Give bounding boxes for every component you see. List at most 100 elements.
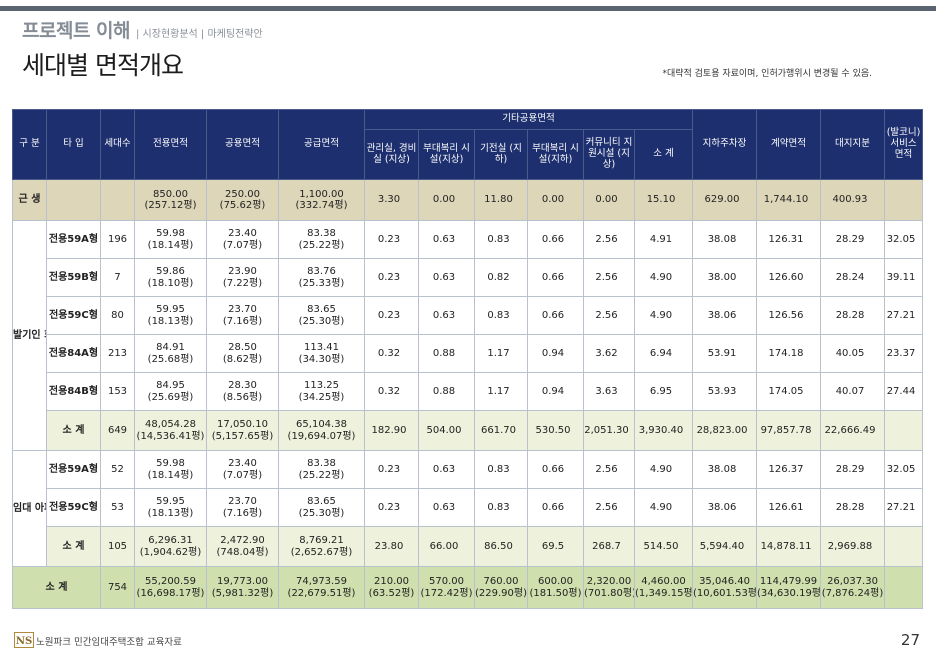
parking-cell: 38.00 [692,258,758,297]
supply-cell: 113.41 (34.30평) [278,334,365,373]
other-area-cell: 2.56 [583,220,635,259]
header-gubun: 구 분 [12,109,47,180]
supply-cell: 8,769.21 (2,652.67평) [278,526,365,567]
supply-cell-value: 83.65 [307,304,336,315]
exclusive-cell: 59.95 (18.13평) [134,488,207,527]
exclusive-cell: 6,296.31 (1,904.62평) [134,526,207,567]
supply-cell-pyeong: (34.25평) [298,391,345,403]
common-cell-value: 23.70 [228,496,257,507]
supply-cell-value: 65,104.38 [296,419,347,430]
other-area-cell: 0.23 [364,450,419,489]
other-area-cell: 0.94 [527,372,584,411]
land-cell: 40.05 [820,334,886,373]
common-cell-pyeong: (7.07평) [222,469,263,481]
other-area-cell: 1.17 [474,334,528,373]
footer-organization: 노원파크 민간임대주택조합 교육자료 [36,637,182,648]
common-cell-pyeong: (7.22평) [222,277,263,289]
supply-cell: 83.76 (25.33평) [278,258,365,297]
parking-cell: 53.91 [692,334,758,373]
type-cell: 전용59C형 [46,488,101,527]
exclusive-cell-value: 55,200.59 [145,576,196,587]
header-contract: 계약면적 [756,109,822,180]
exclusive-cell-value: 84.95 [156,380,185,391]
land-cell: 2,969.88 [820,526,886,567]
other-area-cell: 4.90 [633,296,694,335]
exclusive-cell: 59.86 (18.10평) [134,258,207,297]
land-cell: 40.07 [820,372,886,411]
other-area-cell: 0.82 [474,258,528,297]
supply-cell-pyeong: (2,652.67평) [290,546,353,558]
exclusive-cell: 59.98 (18.14평) [134,220,207,259]
supply-cell-value: 83.65 [307,496,336,507]
other-area-cell: 0.63 [418,258,475,297]
common-cell-pyeong: (75.62평) [219,200,266,211]
other-area-cell: 530.50 [527,410,584,451]
other-area-cell: 0.23 [364,296,419,335]
parking-cell: 38.06 [692,488,758,527]
unit-area-table: 구 분 타 입 세대수 전용면적 공용면적 공급면적 기타공용면적 지하주차장 … [12,109,924,609]
parking-cell: 38.08 [692,450,758,489]
exclusive-cell-value: 59.95 [156,496,185,507]
other-area-cell: 0.88 [418,334,475,373]
contract-cell: 174.18 [756,334,822,373]
common-cell-pyeong: (8.62평) [222,353,263,365]
exclusive-cell-pyeong: (25.69평) [147,391,194,403]
supply-cell-value: 8,769.21 [299,535,344,546]
header-exclusive: 전용면적 [134,109,207,180]
common-cell: 28.50 (8.62평) [206,334,279,373]
other-area-cell: 504.00 [418,410,475,451]
supply-cell-pyeong: (332.74평) [295,200,348,211]
contract-cell: 126.60 [756,258,822,297]
other-area-cell: 66.00 [418,526,475,567]
parking-cell: 5,594.40 [692,526,758,567]
other-area-cell: 4,460.00 (1,349.15평) [633,566,694,609]
other-area-cell: 0.23 [364,258,419,297]
header-elec: 기전실 (지하) [474,129,528,180]
contract-cell: 1,744.10 [756,179,822,221]
other-area-cell: 0.94 [527,334,584,373]
type-cell: 전용59B형 [46,258,101,297]
supply-cell-pyeong: (25.33평) [298,277,345,289]
common-cell-value: 2,472.90 [220,535,265,546]
header-other-common: 기타공용면적 [363,109,694,130]
header-community: 커뮤니티 지원시설 (지상) [583,129,635,180]
other-area-cell: 0.66 [527,258,584,297]
other-area-cell: 0.83 [474,296,528,335]
units-cell [100,179,135,221]
other-area-cell: 1.17 [474,372,528,411]
contract-cell: 126.56 [756,296,822,335]
exclusive-cell-pyeong: (18.10평) [147,277,194,289]
header-units: 세대수 [100,109,135,180]
exclusive-cell-value: 59.86 [156,266,185,277]
other-area-cell: 268.7 [583,526,635,567]
contract-cell-value: 114,479.99 [759,576,818,587]
contract-cell: 126.61 [756,488,822,527]
exclusive-cell-value: 59.95 [156,304,185,315]
balcony-cell: 27.21 [884,488,924,527]
balcony-cell [884,179,924,221]
other-area-cell: 86.50 [474,526,528,567]
contract-cell-pyeong: (34,630.19평) [757,587,821,599]
table-row-existing: 근 생 850.00 (257.12평) 250.00 (75.62평) 1,100.00… [12,179,924,221]
common-cell: 23.70 (7.16평) [206,488,279,527]
other-area-cell-value: 2,320.00 [586,576,632,587]
other-area-cell-pyeong: (172.42평) [420,587,473,599]
other-area-cell: 4.90 [633,258,694,297]
common-cell-value: 23.90 [228,266,257,277]
parking-cell-value: 35,046.40 [699,576,750,587]
common-cell-value: 19,773.00 [217,576,268,587]
parking-cell-pyeong: (10,601.53평) [693,587,757,599]
header-parking: 지하주차장 [692,109,758,180]
other-area-cell: 2.56 [583,488,635,527]
common-cell-value: 23.70 [228,304,257,315]
type-cell: 전용59A형 [46,220,101,259]
common-cell-pyeong: (7.16평) [222,507,263,519]
other-area-cell: 210.00 (63.52평) [364,566,419,609]
land-cell: 28.29 [820,450,886,489]
exclusive-cell-pyeong: (16,698.17평) [136,587,205,599]
other-area-cell-pyeong: (181.50평) [529,587,582,599]
supply-cell-pyeong: (25.30평) [298,315,345,327]
other-area-cell: 0.88 [418,372,475,411]
exclusive-cell: 84.91 (25.68평) [134,334,207,373]
other-area-cell: 2,051.30 [583,410,635,451]
